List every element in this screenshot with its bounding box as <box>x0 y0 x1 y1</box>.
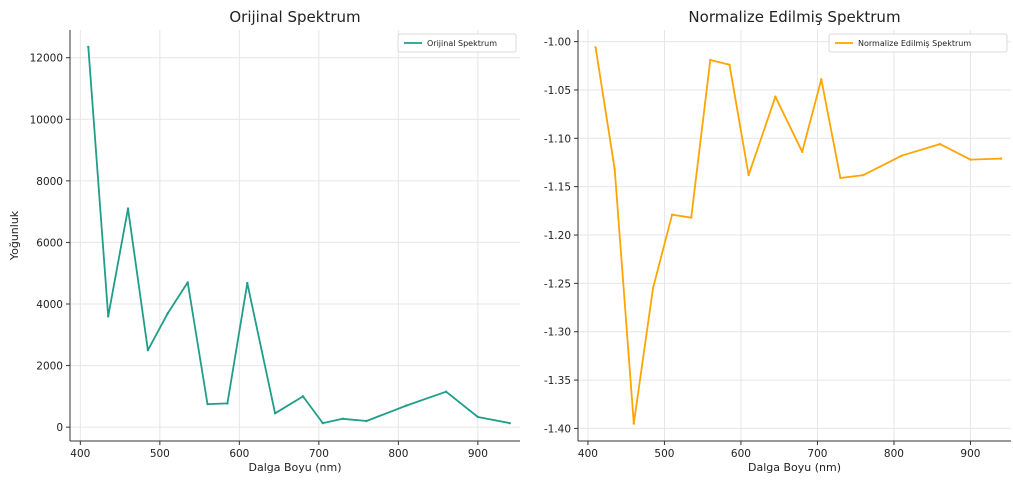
data-point <box>226 402 229 405</box>
y-tick-label: -1.10 <box>544 133 571 145</box>
data-point <box>321 421 325 425</box>
legend: Orijinal Spektrum <box>397 33 517 53</box>
data-point <box>166 312 169 315</box>
y-tick-label: 8000 <box>36 176 63 188</box>
data-point <box>341 417 344 421</box>
data-point <box>405 404 408 407</box>
y-tick-label: -1.00 <box>544 37 571 49</box>
data-point <box>301 395 305 398</box>
data-point <box>87 45 90 49</box>
chart-title: Normalize Edilmiş Spektrum <box>688 8 900 26</box>
y-tick-label: -1.05 <box>544 85 571 97</box>
data-point <box>670 213 674 216</box>
x-tick-label: 700 <box>309 448 329 460</box>
legend-label: Orijinal Spektrum <box>427 39 497 48</box>
data-point <box>146 348 150 352</box>
y-tick-label: 12000 <box>30 53 63 65</box>
y-tick-label: 4000 <box>36 299 63 311</box>
data-point <box>632 422 636 425</box>
data-point <box>126 207 130 210</box>
y-tick-label: -1.20 <box>544 230 571 242</box>
y-tick-label: 10000 <box>30 114 63 126</box>
x-tick-label: 500 <box>150 448 170 460</box>
y-tick-label: -1.40 <box>544 423 571 435</box>
data-point <box>476 415 480 419</box>
legend: Normalize Edilmiş Spektrum <box>828 33 1008 53</box>
data-point <box>651 287 655 290</box>
x-tick-label: 900 <box>468 448 488 460</box>
data-point <box>594 46 597 49</box>
data-point <box>728 63 731 67</box>
legend-box <box>828 33 1008 53</box>
data-point <box>246 281 249 285</box>
y-tick-label: 0 <box>56 422 63 434</box>
data-point <box>186 281 189 284</box>
data-point <box>900 154 903 157</box>
chart-panel-2: 400 500 600 700 800 900 -1.40 -1.35 -1.30 -1.25 -1… <box>544 8 1011 474</box>
y-tick-label: 2000 <box>36 361 63 373</box>
x-axis-label: Dalga Boyu (nm) <box>248 461 341 474</box>
y-tick-label: -1.15 <box>544 182 571 194</box>
chart-title: Orijinal Spektrum <box>229 8 360 26</box>
y-tick-label: -1.30 <box>544 327 571 339</box>
data-point <box>938 142 942 146</box>
data-point <box>690 216 693 219</box>
data-point <box>800 150 804 154</box>
data-point <box>999 157 1003 160</box>
x-tick-label: 500 <box>654 448 674 460</box>
x-tick-label: 400 <box>578 448 598 460</box>
x-axis-label: Dalga Boyu (nm) <box>748 461 841 474</box>
legend-box <box>397 33 517 53</box>
data-point <box>508 421 511 425</box>
x-tick-label: 800 <box>884 448 904 460</box>
y-tick-label: -1.25 <box>544 278 571 290</box>
x-tick-label: 800 <box>388 448 408 460</box>
plot-area <box>70 30 520 441</box>
x-tick-label: 700 <box>807 448 827 460</box>
data-point <box>613 168 616 171</box>
series-line <box>594 47 1002 425</box>
data-point <box>820 78 823 81</box>
x-tick-label: 900 <box>960 448 980 460</box>
data-point <box>365 419 368 423</box>
data-point <box>747 173 750 177</box>
data-point <box>862 173 865 177</box>
chart-panel-1: 400 500 600 700 800 900 0 2000 4000 6000 8000 10000… <box>8 8 520 474</box>
x-tick-label: 600 <box>229 448 249 460</box>
data-point <box>444 390 448 393</box>
data-point <box>969 158 972 161</box>
x-tick-label: 600 <box>731 448 751 460</box>
data-point <box>839 176 842 180</box>
data-point <box>206 402 209 406</box>
y-axis-label: Yoğunluk <box>8 210 21 261</box>
legend-label: Normalize Edilmiş Spektrum <box>858 39 971 48</box>
data-point <box>273 412 277 415</box>
data-point <box>774 95 777 98</box>
x-tick-label: 400 <box>70 448 90 460</box>
y-tick-label: 6000 <box>36 237 63 249</box>
series-line <box>87 46 510 425</box>
data-point <box>709 58 712 62</box>
y-tick-label: -1.35 <box>544 375 571 387</box>
data-point <box>106 315 110 318</box>
